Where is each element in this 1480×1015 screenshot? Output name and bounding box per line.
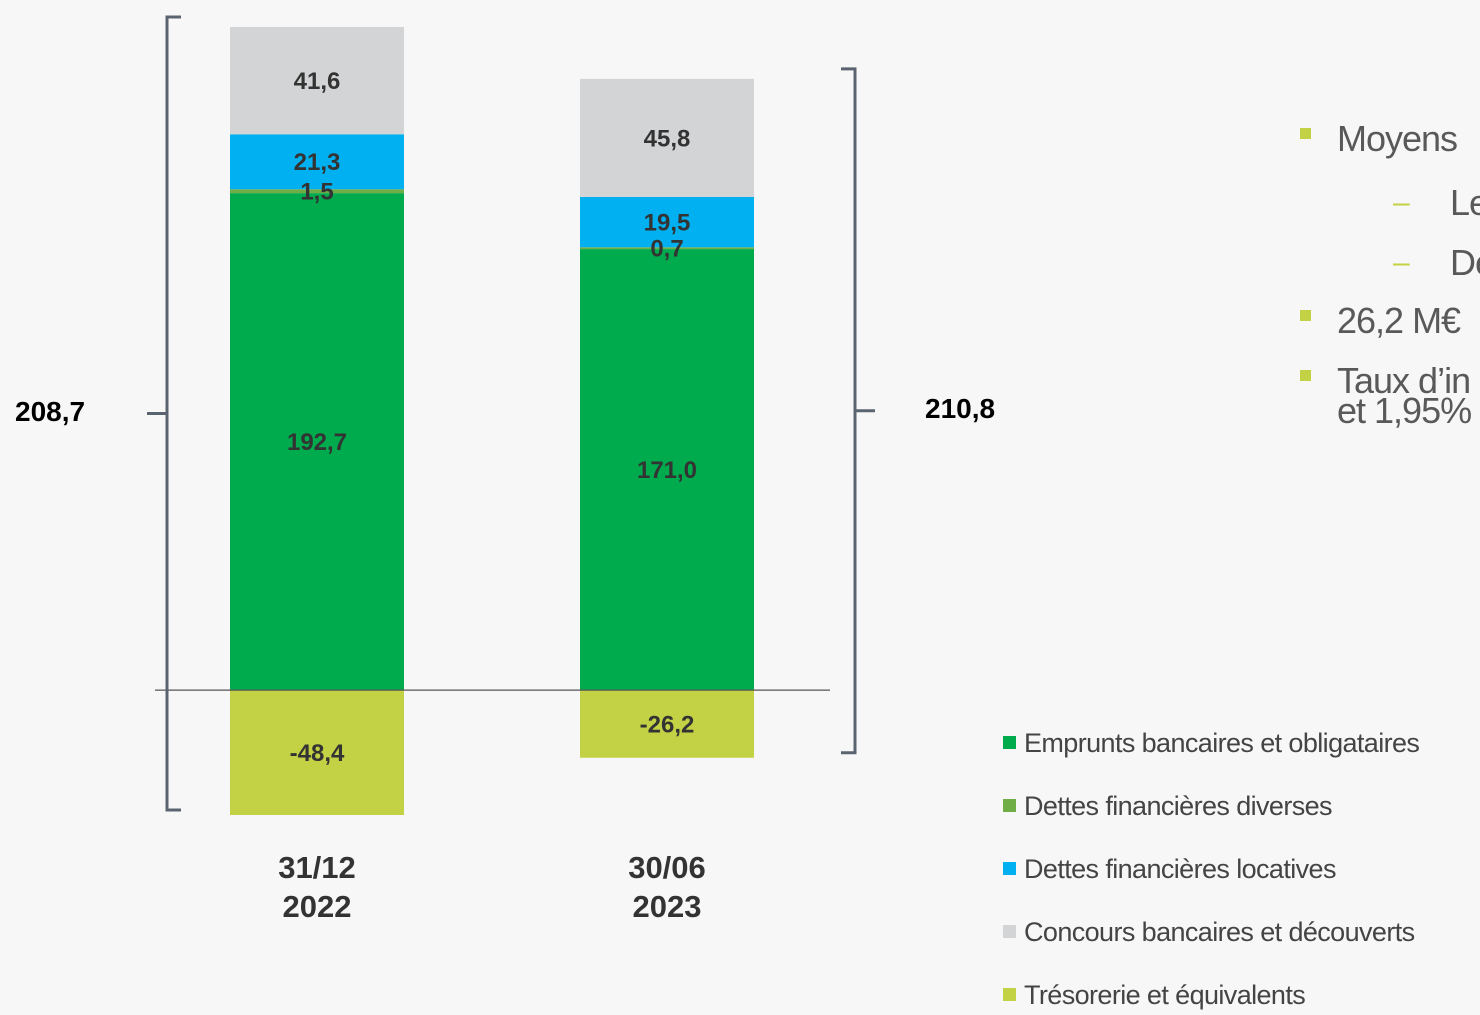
bar-segment <box>580 78 754 197</box>
legend-entry: Dettes financières diverses <box>1003 791 1333 822</box>
dash: – <box>1393 246 1410 279</box>
value-label: 45,8 <box>644 125 691 152</box>
value-label: -48,4 <box>290 740 345 767</box>
value-label: 171,0 <box>637 457 697 484</box>
legend-label: Dettes financières diverses <box>1024 791 1333 821</box>
bar-segment <box>230 690 404 815</box>
x-tick-label: 30/06 2023 <box>628 850 706 924</box>
legend-label: Trésorerie et équivalents <box>1024 980 1306 1010</box>
bullet-text: 26,2 M€ <box>1337 300 1461 341</box>
bullet-text: Taux d’in et 1,95% <box>1337 360 1472 431</box>
bar-segment <box>580 247 754 250</box>
value-label: 192,7 <box>287 429 347 456</box>
bar-segment <box>230 189 404 194</box>
legend-swatch <box>1003 799 1016 812</box>
bullet <box>1300 310 1311 321</box>
total-label: 208,7 <box>15 396 85 427</box>
legend-label: Concours bancaires et découverts <box>1024 917 1415 947</box>
legend-swatch <box>1003 862 1016 875</box>
bullet <box>1300 370 1311 381</box>
x-tick-label: 31/12 2022 <box>278 850 356 924</box>
value-label: 19,5 <box>644 209 691 236</box>
value-label: 21,3 <box>294 149 341 176</box>
dash: – <box>1393 186 1410 219</box>
brace <box>147 15 181 812</box>
bullet-sub: De <box>1450 242 1480 283</box>
bar-segment <box>230 27 404 135</box>
bar-segment <box>580 690 754 758</box>
bar-segment <box>230 134 404 190</box>
legend-swatch <box>1003 736 1016 749</box>
bullet <box>1300 128 1311 139</box>
value-label: 41,6 <box>294 68 341 95</box>
value-label: 0,7 <box>650 236 683 263</box>
legend-entry: Trésorerie et équivalents <box>1003 980 1306 1011</box>
brace <box>841 67 875 755</box>
bullet-sub: Le <box>1450 182 1480 223</box>
bullet-text: Moyens <box>1337 118 1458 159</box>
value-label: -26,2 <box>640 711 695 738</box>
legend-swatch <box>1003 988 1016 1001</box>
bar-segment <box>580 196 754 248</box>
legend-entry: Concours bancaires et découverts <box>1003 917 1415 948</box>
legend-label: Emprunts bancaires et obligataires <box>1024 728 1420 758</box>
total-label: 210,8 <box>925 393 995 424</box>
legend-entry: Dettes financières locatives <box>1003 854 1336 885</box>
legend-label: Dettes financières locatives <box>1024 854 1336 884</box>
bar-segment <box>580 249 754 691</box>
value-label: 1,5 <box>300 179 333 206</box>
legend-entry: Emprunts bancaires et obligataires <box>1003 728 1420 759</box>
legend-swatch <box>1003 925 1016 938</box>
bar-segment <box>230 193 404 691</box>
